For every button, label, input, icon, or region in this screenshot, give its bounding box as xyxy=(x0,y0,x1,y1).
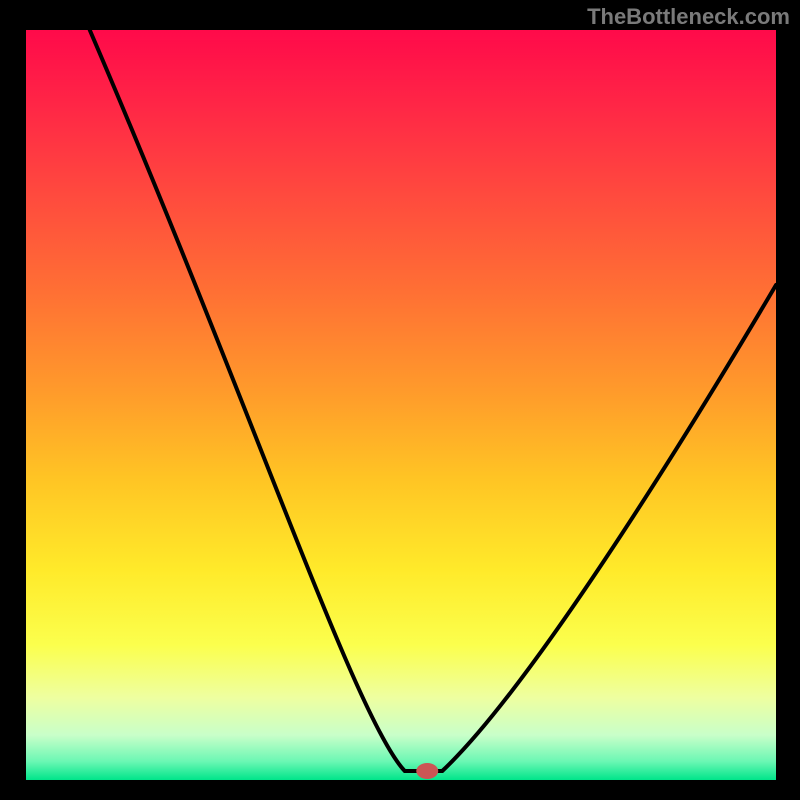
chart-svg xyxy=(0,0,800,800)
bottleneck-chart: TheBottleneck.com xyxy=(0,0,800,800)
optimum-marker xyxy=(416,763,438,779)
attribution-label: TheBottleneck.com xyxy=(587,4,790,30)
